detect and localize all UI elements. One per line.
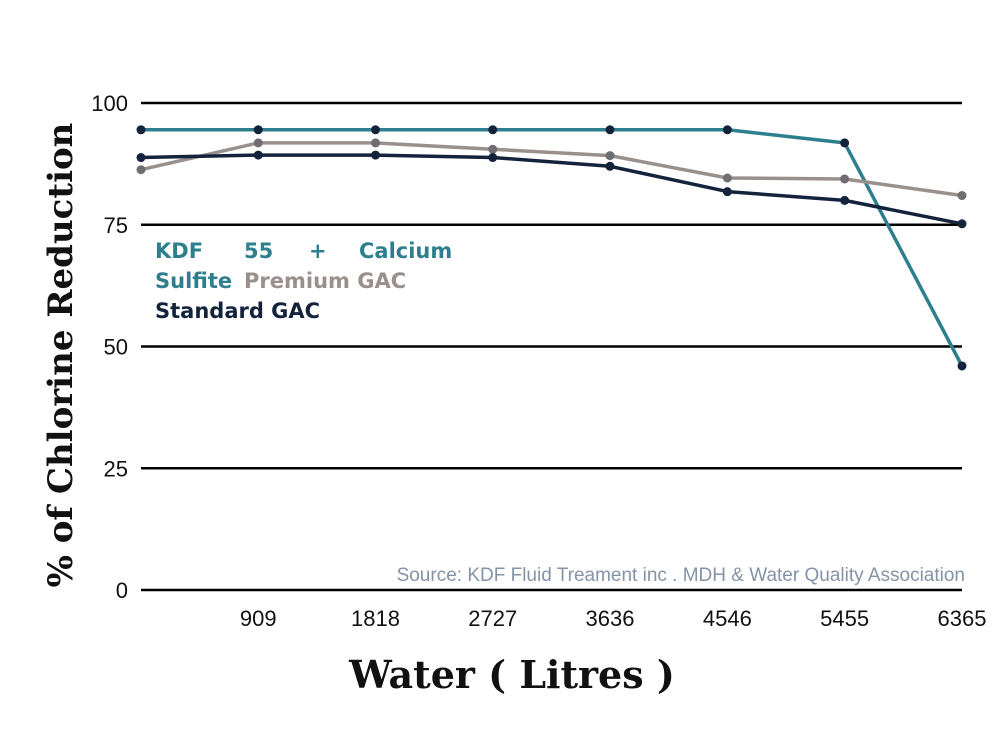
legend-kdf-word-1: KDF	[155, 239, 203, 263]
grid-lines	[141, 101, 962, 592]
series-1-point	[370, 125, 380, 135]
y-tick-label: 50	[104, 335, 128, 360]
x-axis-label: Water ( Litres )	[348, 652, 675, 697]
series-3-point	[370, 150, 380, 160]
x-tick-label: 2727	[468, 606, 517, 631]
y-axis-ticks: 0 25 50 75 100	[91, 91, 128, 603]
series-2-point	[722, 173, 732, 183]
legend-standard-gac: Standard GAC	[155, 299, 320, 323]
x-tick-label: 1818	[351, 606, 400, 631]
legend-kdf-word-3: +	[309, 239, 327, 263]
series-points	[136, 125, 967, 371]
x-tick-label: 909	[240, 606, 277, 631]
series-1-point	[253, 125, 263, 135]
series-3-point	[488, 153, 498, 163]
series-1-point	[605, 125, 615, 135]
x-tick-label: 3636	[586, 606, 635, 631]
series-line-3	[140, 153, 963, 226]
series-3-point	[957, 219, 967, 229]
series-2-point	[840, 174, 850, 184]
series-1-point	[488, 125, 498, 135]
series-2-point	[136, 165, 146, 175]
series-1-point	[957, 361, 967, 371]
legend-kdf-word-2: 55	[244, 239, 273, 263]
source-annotation: Source: KDF Fluid Treament inc . MDH & W…	[397, 565, 965, 586]
series-3-point	[605, 161, 615, 171]
series-2-point	[957, 191, 967, 201]
series-1-point	[722, 125, 732, 135]
legend-kdf-word-4: Calcium	[359, 239, 452, 263]
y-axis-label: % of Chlorine Reduction	[41, 123, 81, 588]
series-line-2	[140, 141, 963, 198]
y-tick-label: 75	[104, 213, 128, 238]
series-lines	[140, 128, 964, 367]
series-3-point	[722, 187, 732, 197]
series-2-point	[253, 138, 263, 148]
legend-kdf-word-5: Sulfite	[155, 269, 232, 293]
x-tick-label: 5455	[820, 606, 869, 631]
y-tick-label: 25	[104, 456, 128, 481]
series-1-point	[136, 125, 146, 135]
y-tick-label: 0	[116, 578, 128, 603]
y-tick-label: 100	[91, 91, 128, 116]
series-3-point	[253, 150, 263, 160]
series-3-point	[840, 195, 850, 205]
series-line-1	[141, 128, 964, 367]
x-tick-label: 6365	[938, 606, 987, 631]
series-1-point	[840, 138, 850, 148]
series-2-point	[488, 144, 498, 154]
x-tick-label: 4546	[703, 606, 752, 631]
legend: KDF 55 + Calcium Sulfite Premium GAC Sta…	[155, 239, 452, 323]
legend-premium-gac: Premium GAC	[244, 269, 406, 293]
series-2-point	[605, 151, 615, 161]
series-3-point	[136, 153, 146, 163]
series-2-point	[370, 138, 380, 148]
x-axis-ticks: 909 1818 2727 3636 4546 5455 6365	[240, 606, 987, 631]
